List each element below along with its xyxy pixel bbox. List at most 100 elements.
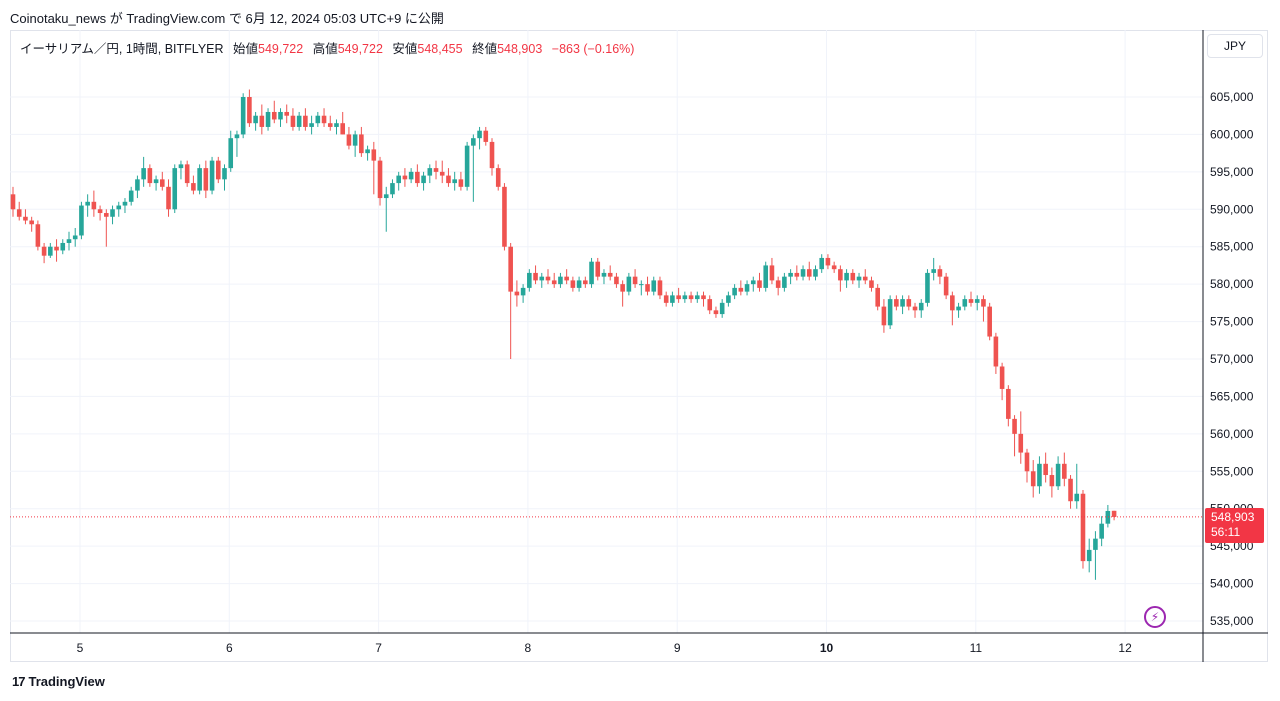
candle [278,108,283,127]
candle [1111,510,1117,521]
x-tick-label: 12 [1118,641,1132,655]
x-tick-label: 7 [375,641,382,655]
candle [228,130,234,172]
candle [234,130,240,157]
candle [352,130,358,157]
x-tick-label: 5 [77,641,84,655]
tradingview-logo[interactable]: 17 TradingView [12,674,105,689]
candle [247,89,252,127]
candle [48,242,53,258]
candle [576,276,582,292]
candle [645,276,650,296]
candle [383,186,389,232]
candle [763,261,769,292]
candle [900,295,905,315]
candle [651,276,657,296]
candle [744,280,750,296]
legend-change: −863 (−0.16%) [551,42,635,56]
candle [1012,415,1017,457]
y-tick-label: 575,000 [1210,315,1254,329]
candle [732,284,737,300]
last-price-value: 548,903 [1211,510,1255,524]
y-tick-label: 540,000 [1210,577,1254,591]
y-tick-label: 605,000 [1210,90,1254,104]
candle [415,164,420,187]
candle [116,201,122,217]
legend-high-value: 549,722 [337,42,383,56]
candle [626,272,632,296]
candle [128,186,134,206]
candle [707,295,713,315]
candle [788,269,793,285]
candle [1068,475,1073,509]
candle [894,295,899,311]
candle [253,111,258,131]
candle [1105,504,1111,528]
lightning-icon[interactable]: ⚡ [1144,606,1166,628]
candle [340,111,346,135]
y-tick-label: 535,000 [1210,614,1254,628]
candle [1093,531,1098,580]
candle [296,111,302,131]
candle [390,179,395,199]
candle [452,171,457,191]
candle [72,228,78,247]
candle [396,171,401,191]
legend-symbol: イーサリアム／円, 1時間, BITFLYER [20,42,224,56]
candle [514,280,520,307]
x-tick-label: 11 [970,641,983,655]
candle [290,108,296,131]
candle [365,145,370,161]
grid-lines [10,30,1203,633]
candle [166,179,171,217]
candle [284,104,290,124]
candle [607,265,613,281]
legend-high-label: 高値 [312,42,338,56]
candle [806,261,812,281]
candle [527,269,532,292]
candle [887,295,893,330]
candle [862,269,868,285]
candle [726,291,731,307]
chart-legend: イーサリアム／円, 1時間, BITFLYER 始値549,722 高値549,… [20,38,634,57]
candle [215,156,221,184]
legend-low-label: 安値 [392,42,418,56]
legend-close-label: 終値 [472,42,498,56]
candle [738,280,744,296]
candle [104,209,109,247]
candle [327,115,333,131]
candle [508,242,513,359]
candle [371,141,377,195]
candle [620,280,625,307]
candle [925,269,930,307]
candle [209,156,215,195]
candle [359,126,364,157]
candle [943,272,949,300]
y-tick-label: 580,000 [1210,277,1254,291]
currency-button[interactable]: JPY [1207,34,1263,58]
candle [570,276,576,292]
candle [713,306,719,318]
y-tick-label: 595,000 [1210,165,1254,179]
candle [881,299,887,333]
legend-low-value: 548,455 [417,42,463,56]
candle [1043,452,1048,483]
y-tick-label: 585,000 [1210,240,1254,254]
candle [122,198,128,214]
candle [439,160,445,184]
publish-line: Coinotaku_news が TradingView.com で 6月 12… [10,11,444,26]
candle [153,175,159,191]
candle [663,291,669,307]
candle [844,269,849,288]
candle [502,183,507,251]
candle [999,362,1005,401]
candle [875,284,880,311]
candle [60,239,66,255]
candle [601,269,607,285]
candle [968,291,974,307]
candle [178,160,184,180]
candle [918,299,924,318]
candles-group [10,89,1117,580]
candle [670,291,675,307]
